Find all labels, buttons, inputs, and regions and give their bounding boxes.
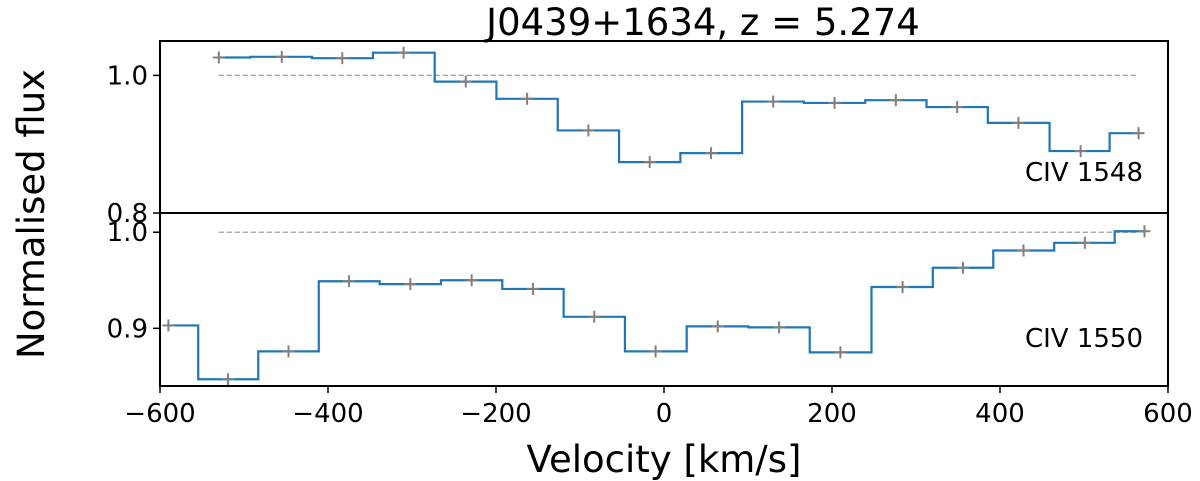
y-tick-label: 1.0	[107, 218, 148, 248]
x-tick-label: −600	[124, 399, 195, 429]
x-tick-label: 400	[975, 399, 1025, 429]
x-tick-label: 200	[807, 399, 857, 429]
x-axis: −600 −400 −200 0 200 400 600	[124, 386, 1193, 429]
y-tick-label: 1.0	[107, 61, 148, 91]
flux-step-line	[218, 51, 1139, 164]
panel-civ-1548-frame	[159, 40, 1169, 214]
panel-label-civ-1550: CIV 1550	[1025, 324, 1143, 354]
x-tick-label: 0	[656, 399, 673, 429]
y-tick-label: 0.9	[107, 314, 148, 344]
panel-civ-1550-frame	[159, 212, 1169, 387]
x-tick-label: −200	[460, 399, 531, 429]
panel-civ-1548: 0.8 1.0 CIV 1548	[107, 40, 1169, 229]
panel-civ-1550: 0.9 1.0 CIV 1550	[107, 212, 1169, 387]
panel-label-civ-1548: CIV 1548	[1025, 158, 1143, 188]
y-axis-label: Normalised flux	[10, 69, 53, 359]
chart-title: J0439+1634, z = 5.274	[484, 1, 920, 44]
x-tick-label: 600	[1143, 399, 1193, 429]
x-tick-label: −400	[292, 399, 363, 429]
y-tick-label: 0.8	[107, 199, 148, 229]
x-axis-label: Velocity [km/s]	[527, 438, 802, 481]
